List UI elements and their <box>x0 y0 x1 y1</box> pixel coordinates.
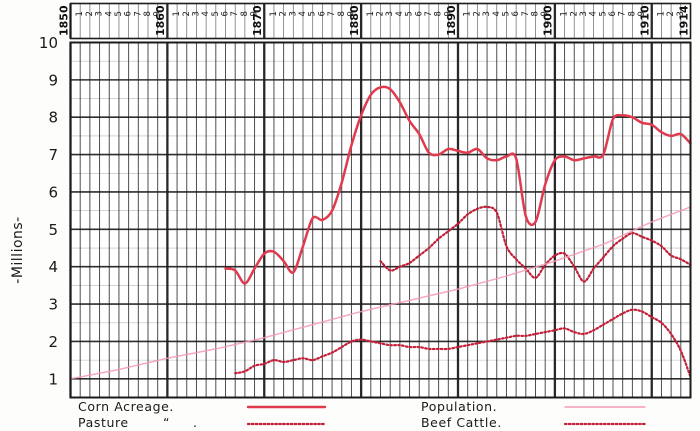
grid-layer <box>69 41 691 398</box>
y-axis-tick-label: 5 <box>48 221 58 239</box>
y-axis-tick-label: 4 <box>48 258 58 276</box>
x-axis-decade-label: 1870 <box>251 5 264 36</box>
x-axis-year-digit: 5 <box>501 11 511 16</box>
legend-label-beef-cattle: Beef Cattle. <box>421 415 502 430</box>
x-axis-year-digit: 3 <box>288 11 298 16</box>
x-axis-year-digit: 4 <box>298 11 308 16</box>
x-axis-year-digit: 4 <box>589 11 599 16</box>
y-axis-tick-label: 10 <box>39 34 58 52</box>
legend-label-pasture-ditto: “ <box>163 415 170 430</box>
x-axis-decade-label: 1860 <box>154 5 167 36</box>
x-axis-year-digit: 2 <box>376 11 386 16</box>
x-axis-year-digit: 1 <box>172 11 182 16</box>
y-axis-tick-label: 8 <box>48 109 58 127</box>
x-axis-year-digit: 9 <box>346 11 356 16</box>
legend-label-pasture-ditto-period: . <box>193 415 198 430</box>
series-line-beef-cattle <box>234 308 692 379</box>
x-axis-year-digit: 4 <box>395 11 405 16</box>
x-axis-decade-label: 1890 <box>445 5 458 36</box>
x-axis-year-digit: 5 <box>211 11 221 16</box>
y-axis-title: -Millions- <box>10 216 26 283</box>
x-axis-year-digit: 5 <box>308 11 318 16</box>
y-axis-tick-label: 1 <box>48 370 58 388</box>
x-axis-decade-label: 1914 <box>677 5 690 36</box>
x-axis-year-digit: 2 <box>182 11 192 16</box>
x-axis-year-digit: 1 <box>366 11 376 16</box>
x-axis-decade-label: 1900 <box>542 5 555 36</box>
x-axis-year-digit: 8 <box>531 11 541 16</box>
x-axis-year-digit: 7 <box>424 11 434 16</box>
x-axis-year-digit: 7 <box>133 11 143 16</box>
y-axis-tick-label: 3 <box>48 296 58 314</box>
x-axis-year-digit: 3 <box>676 11 686 16</box>
x-axis-year-digit: 9 <box>637 11 647 16</box>
x-axis-year-digit: 7 <box>327 11 337 16</box>
x-axis-year-digit: 6 <box>414 11 424 16</box>
x-axis-year-digit: 2 <box>85 11 95 16</box>
x-axis-year-digit: 2 <box>279 11 289 16</box>
x-axis-year-digit: 7 <box>521 11 531 16</box>
series-line-corn-acreage <box>224 85 692 285</box>
x-axis-year-digit: 7 <box>618 11 628 16</box>
x-axis-year-digit: 7 <box>230 11 240 16</box>
y-tick-layer: 10 9 8 7 6 5 4 3 2 1 <box>39 34 58 388</box>
x-axis-year-digit: 8 <box>143 11 153 16</box>
y-axis-tick-label: 6 <box>48 183 58 201</box>
x-axis-year-digit: 6 <box>608 11 618 16</box>
x-axis-year-digit: 3 <box>579 11 589 16</box>
legend-label-pasture: Pasture <box>78 415 129 430</box>
series-layer <box>69 85 692 380</box>
y-axis-tick-label: 2 <box>48 333 58 351</box>
series-line-pasture <box>379 205 692 283</box>
x-axis-year-digit: 1 <box>75 11 85 16</box>
x-axis-year-digit: 5 <box>114 11 124 16</box>
legend-swatches <box>246 405 647 426</box>
x-axis-year-digit: 3 <box>482 11 492 16</box>
x-axis-decade-label: 1850 <box>57 5 70 36</box>
x-axis-year-digit: 3 <box>385 11 395 16</box>
x-axis-year-digit: 9 <box>540 11 550 16</box>
x-axis-decade-label: 1880 <box>348 5 361 36</box>
x-axis-year-digit: 6 <box>317 11 327 16</box>
x-axis-year-digit: 2 <box>472 11 482 16</box>
x-axis-year-digit: 8 <box>337 11 347 16</box>
chart-legend: Corn Acreage. Pasture “ . Population. Be… <box>78 399 647 430</box>
x-axis-year-digit: 4 <box>492 11 502 16</box>
x-axis-year-digit: 6 <box>511 11 521 16</box>
x-axis-year-digit: 8 <box>434 11 444 16</box>
x-axis-year-digit: 9 <box>443 11 453 16</box>
x-axis-year-digit: 9 <box>250 11 260 16</box>
x-axis-year-digit: 1 <box>560 11 570 16</box>
y-axis-tick-label: 7 <box>48 146 58 164</box>
legend-label-corn-acreage: Corn Acreage. <box>78 399 174 414</box>
plot-frame <box>69 41 692 399</box>
x-axis-year-digit: 6 <box>124 11 134 16</box>
x-axis-year-digit: 8 <box>240 11 250 16</box>
y-axis-tick-label: 9 <box>48 71 58 89</box>
x-axis-year-digit: 3 <box>191 11 201 16</box>
x-axis-year-digit: 4 <box>104 11 114 16</box>
x-axis-year-digit: 1 <box>269 11 279 16</box>
legend-label-population: Population. <box>421 399 497 414</box>
x-axis-year-digit: 4 <box>201 11 211 16</box>
series-line-population <box>69 206 692 380</box>
x-axis-year-digit: 1 <box>656 11 666 16</box>
x-axis-year-digit: 2 <box>666 11 676 16</box>
x-axis-year-digit: 6 <box>221 11 231 16</box>
x-axis-year-digit: 3 <box>95 11 105 16</box>
plot-border <box>69 41 692 399</box>
x-axis-year-digit: 8 <box>627 11 637 16</box>
x-axis-year-digit: 5 <box>405 11 415 16</box>
x-axis-year-digit: 2 <box>569 11 579 16</box>
x-axis-year-digit: 1 <box>463 11 473 16</box>
x-axis-year-digit: 5 <box>598 11 608 16</box>
x-axis-decade-label: 1910 <box>639 5 652 36</box>
x-axis-year-digit: 9 <box>153 11 163 16</box>
